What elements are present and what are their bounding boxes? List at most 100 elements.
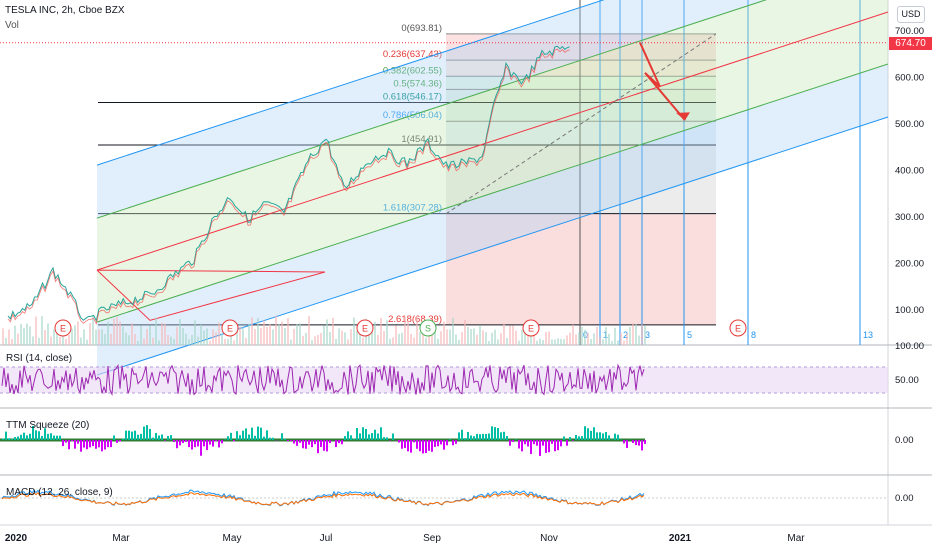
volume-bar [632,323,634,345]
squeeze-bar [386,437,388,440]
squeeze-bar [413,440,415,443]
squeeze-bar [293,440,295,444]
volume-bar [563,339,565,345]
symbol-title[interactable]: TESLA INC, 2h, Cboe BZX [5,5,125,16]
rsi-tick-label: 100.00 [895,341,924,352]
volume-bar [218,322,220,345]
volume-bar [113,318,115,345]
macd-signal-line [1,492,645,506]
squeeze-bar [611,439,613,440]
macd-label[interactable]: MACD (12, 26, close, 9) [6,487,113,498]
squeeze-bar [77,440,79,444]
squeeze-bar [581,436,583,440]
volume-bar [341,330,343,345]
last-price-badge: 674.70 [889,37,932,50]
squeeze-bar [380,427,382,440]
volume-bar [242,327,244,345]
squeeze-bar [29,433,31,440]
squeeze-bar [476,433,478,440]
volume-bar [323,325,325,345]
fib-time-zone-label: 13 [863,330,873,340]
volume-bar [530,330,532,345]
squeeze-bar [59,435,61,440]
currency-button[interactable]: USD [897,6,925,23]
fib-trend-line [445,33,717,215]
squeeze-bar [149,428,151,440]
volume-bar [41,316,43,345]
volume-bar [599,337,601,345]
squeeze-label[interactable]: TTM Squeeze (20) [6,420,90,431]
volume-bar [92,316,94,345]
squeeze-bar [80,440,82,452]
squeeze-bar [497,427,499,440]
squeeze-bar [257,426,259,440]
fib-band [446,121,716,145]
volume-bar [557,338,559,345]
volume-bar [569,332,571,345]
volume-bar [308,316,310,345]
squeeze-bar [179,440,181,446]
squeeze-bar [347,431,349,440]
time-tick-label: May [223,533,242,544]
volume-bar [59,337,61,345]
squeeze-bar [143,426,145,440]
squeeze-bar [608,435,610,440]
squeeze-bar [155,432,157,440]
squeeze-bar [236,431,238,440]
volume-bar [509,325,511,345]
squeeze-bar [578,436,580,440]
squeeze-bar [323,440,325,451]
volume-bar [5,337,7,345]
volume-bar [197,336,199,345]
volume-bar [641,324,643,345]
volume-bar [290,339,292,345]
volume-bar [374,321,376,345]
event-marker-label: E [735,324,741,334]
squeeze-bar [572,440,574,441]
volume-bar [257,317,259,345]
pitchfork-line [96,0,768,219]
squeeze-bar [32,425,34,440]
volume-bar [437,338,439,345]
squeeze-bar [557,440,559,451]
volume-bar [371,332,373,345]
pitchfork-line [96,63,889,323]
volume-bar [326,319,328,345]
price-tick-label: 600.00 [895,72,924,83]
squeeze-bar [8,438,10,440]
volume-bar [551,339,553,345]
squeeze-bar [548,440,550,453]
volume-bar [122,326,124,345]
squeeze-bar [53,435,55,440]
event-marker-label: E [528,324,534,334]
volume-bar [80,337,82,345]
volume-bar [383,331,385,345]
squeeze-bar [311,440,313,448]
volume-bar [74,325,76,345]
squeeze-bar [287,440,289,441]
volume-bar [77,321,79,345]
volume-bar [233,340,235,345]
volume-bar [146,329,148,345]
squeeze-bar [524,440,526,445]
volume-bar [131,323,133,345]
squeeze-bar [362,427,364,440]
volume-bar [329,332,331,345]
volume-bar [86,339,88,345]
fib-time-zone-label: 5 [687,330,692,340]
squeeze-bar [128,430,130,440]
squeeze-bar [335,440,337,448]
squeeze-bar [353,438,355,440]
volume-bar [236,329,238,345]
pitchfork-zone [97,0,888,271]
squeeze-bar [188,440,190,448]
squeeze-bar [65,440,67,443]
rsi-label[interactable]: RSI (14, close) [6,353,73,364]
volume-bar [212,329,214,345]
volume-bar [188,339,190,345]
squeeze-bar [182,440,184,444]
volume-bar [611,340,613,345]
volume-bar [626,333,628,345]
squeeze-bar [632,440,634,444]
